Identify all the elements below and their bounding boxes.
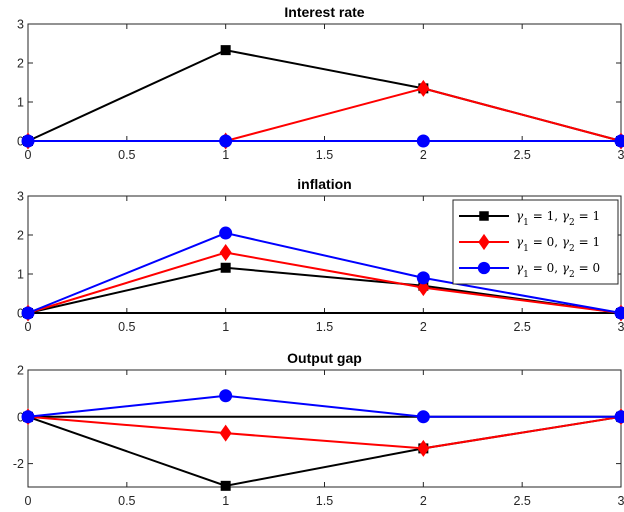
y-tick-label: 0 bbox=[17, 307, 24, 321]
x-tick-label: 1.5 bbox=[316, 494, 333, 508]
legend-marker bbox=[478, 233, 490, 251]
x-tick-label: 3 bbox=[618, 148, 624, 162]
subplot-title: Interest rate bbox=[284, 4, 364, 20]
data-point bbox=[21, 410, 35, 424]
series-line bbox=[27, 232, 622, 314]
x-tick-label: 2 bbox=[420, 148, 427, 162]
x-tick-label: 0 bbox=[25, 148, 32, 162]
subplot-title: Output gap bbox=[287, 350, 362, 366]
x-tick-label: 2.5 bbox=[513, 148, 530, 162]
legend-label: γ1 = 0, γ2 = 1 bbox=[516, 235, 600, 254]
legend-entry-1: γ1 = 1, γ2 = 1 bbox=[459, 209, 600, 228]
legend-marker bbox=[479, 211, 489, 221]
axes-frame bbox=[27, 369, 622, 488]
data-point bbox=[417, 439, 430, 457]
legend-gamma1-value: 0 bbox=[547, 235, 555, 249]
y-tick-label: 2 bbox=[17, 229, 24, 243]
legend-entry-3: γ1 = 0, γ2 = 0 bbox=[459, 261, 600, 280]
data-point bbox=[614, 306, 624, 320]
y-tick-label: 1 bbox=[17, 96, 24, 110]
subplot-1: Interest rate 0 0.5 1 1.5 2 2.5 3 0 1 2 3 bbox=[17, 4, 624, 162]
legend: γ1 = 1, γ2 = 1 γ1 = 0, γ2 = 1 γ1 = 0, γ2 =… bbox=[452, 199, 619, 285]
x-tick-label: 1 bbox=[222, 494, 229, 508]
data-point bbox=[220, 480, 231, 491]
legend-gamma1-value: 0 bbox=[547, 261, 555, 275]
series-3 bbox=[21, 134, 624, 148]
data-point bbox=[219, 424, 232, 442]
x-tick-label: 2 bbox=[420, 320, 427, 334]
x-tick-label: 2.5 bbox=[513, 494, 530, 508]
x-tick-label: 1 bbox=[222, 320, 229, 334]
x-tick-label: 3 bbox=[618, 494, 624, 508]
x-tick-label: 1.5 bbox=[316, 148, 333, 162]
legend-entry-2: γ1 = 0, γ2 = 1 bbox=[459, 233, 600, 254]
data-point bbox=[219, 134, 233, 148]
series-line bbox=[27, 251, 622, 314]
series-line bbox=[27, 415, 622, 450]
y-tick-label: 3 bbox=[17, 18, 24, 32]
x-tick-label: 0.5 bbox=[118, 148, 135, 162]
legend-gamma2-value: 1 bbox=[592, 209, 600, 223]
legend-label: γ1 = 0, γ2 = 0 bbox=[516, 261, 600, 280]
data-point bbox=[614, 410, 624, 424]
y-tick-label: 0 bbox=[17, 135, 24, 149]
data-point bbox=[219, 389, 233, 403]
x-tick-label: 1 bbox=[222, 148, 229, 162]
subplot-3: Output gap 0 0.5 1 1.5 2 2.5 3 -2 0 2 bbox=[13, 350, 624, 508]
series-3 bbox=[21, 226, 624, 320]
data-point bbox=[220, 45, 231, 56]
x-tick-label: 2.5 bbox=[513, 320, 530, 334]
data-point bbox=[21, 306, 35, 320]
data-point bbox=[416, 271, 430, 285]
data-point bbox=[614, 134, 624, 148]
y-tick-label: 3 bbox=[17, 190, 24, 204]
x-tick-label: 0 bbox=[25, 494, 32, 508]
subplot-2: inflation 0 0.5 1 1.5 2 2.5 3 0 1 2 3 γ1 = 1, γ2 = 1… bbox=[17, 176, 624, 334]
data-point bbox=[416, 410, 430, 424]
axes-frame bbox=[27, 23, 622, 142]
y-tick-label: 2 bbox=[17, 57, 24, 71]
data-point bbox=[219, 244, 232, 262]
x-tick-label: 0 bbox=[25, 320, 32, 334]
x-tick-label: 0.5 bbox=[118, 494, 135, 508]
legend-marker bbox=[477, 261, 491, 275]
data-point bbox=[219, 226, 233, 240]
legend-label: γ1 = 1, γ2 = 1 bbox=[516, 209, 600, 228]
y-tick-label: 2 bbox=[17, 364, 24, 378]
series-3 bbox=[21, 389, 624, 424]
subplot-title: inflation bbox=[297, 176, 351, 192]
data-point bbox=[21, 134, 35, 148]
series-line bbox=[27, 394, 621, 418]
y-tick-label: 0 bbox=[17, 410, 24, 424]
data-point bbox=[417, 79, 430, 97]
x-tick-label: 3 bbox=[618, 320, 624, 334]
x-tick-label: 1.5 bbox=[316, 320, 333, 334]
x-tick-label: 0.5 bbox=[118, 320, 135, 334]
data-point bbox=[220, 262, 231, 273]
y-tick-label: 1 bbox=[17, 268, 24, 282]
legend-gamma2-value: 0 bbox=[592, 261, 600, 275]
legend-gamma1-value: 1 bbox=[547, 209, 555, 223]
x-tick-label: 2 bbox=[420, 494, 427, 508]
legend-gamma2-value: 1 bbox=[592, 235, 600, 249]
data-point bbox=[416, 134, 430, 148]
y-tick-label: -2 bbox=[13, 457, 24, 471]
